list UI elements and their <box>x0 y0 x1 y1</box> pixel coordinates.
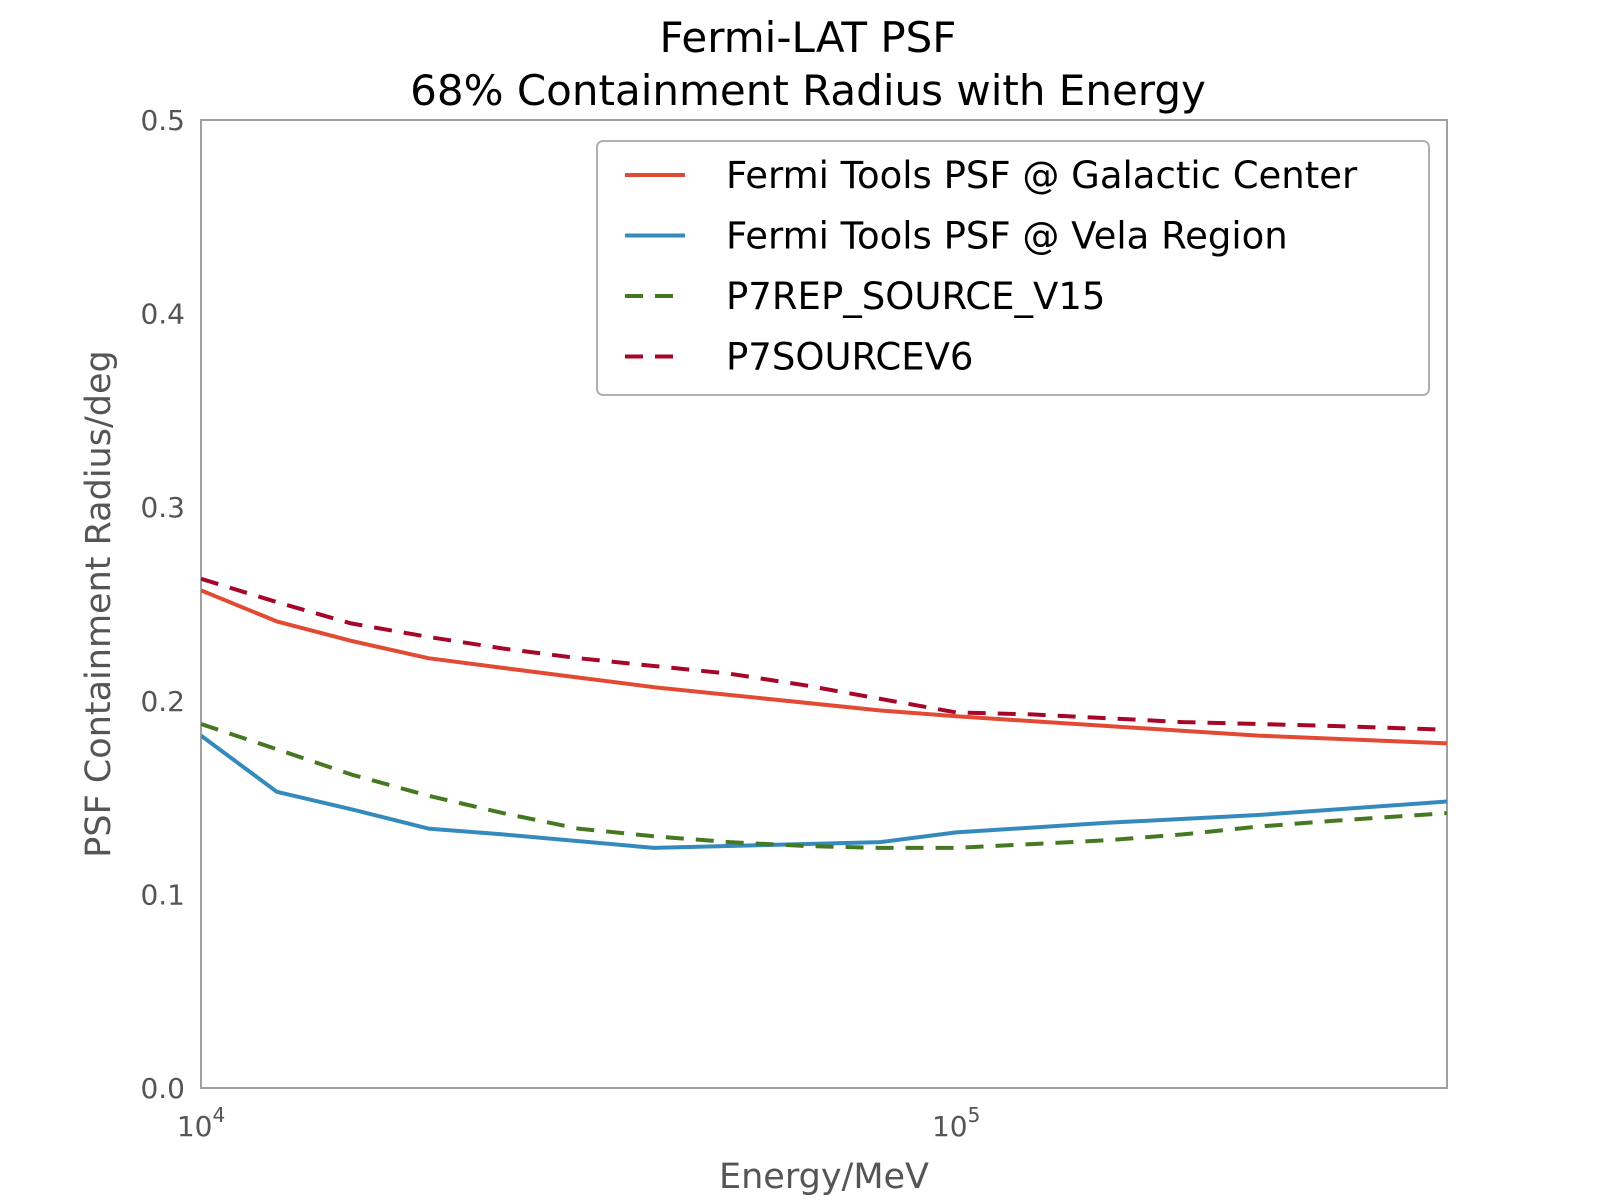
chart-title-line-1: Fermi-LAT PSF <box>660 13 957 62</box>
series-line-3 <box>201 722 1447 850</box>
series-line-2 <box>201 733 1447 850</box>
x-tick-label: 104 <box>177 1103 225 1143</box>
y-tick-label: 0.0 <box>140 1072 185 1105</box>
legend-label-3: P7REP_SOURCE_V15 <box>726 275 1105 318</box>
chart-title-line-2: 68% Containment Radius with Energy <box>410 66 1206 115</box>
x-axis-label: Energy/MeV <box>719 1157 929 1197</box>
x-tick-label: 105 <box>932 1103 980 1143</box>
legend-label-1: Fermi Tools PSF @ Galactic Center <box>726 154 1358 197</box>
y-tick-label: 0.5 <box>140 104 185 137</box>
y-axis-ticks: 0.0 0.1 0.2 0.3 0.4 0.5 <box>140 104 185 1105</box>
legend: Fermi Tools PSF @ Galactic Center Fermi T… <box>596 140 1430 396</box>
y-axis-label: PSF Containment Radius/deg <box>79 350 119 857</box>
y-tick-label: 0.4 <box>140 298 185 331</box>
x-tick-base: 10 <box>932 1110 968 1143</box>
y-tick-label: 0.3 <box>140 491 185 524</box>
legend-label-2: Fermi Tools PSF @ Vela Region <box>726 215 1288 258</box>
x-tick-exponent: 4 <box>212 1103 225 1127</box>
y-tick-label: 0.2 <box>140 685 185 718</box>
y-tick-label: 0.1 <box>140 878 185 911</box>
x-tick-base: 10 <box>177 1110 213 1143</box>
legend-frame <box>596 140 1430 396</box>
series-layer <box>201 576 1447 850</box>
legend-label-4: P7SOURCEV6 <box>726 336 973 379</box>
x-axis-ticks: 104 105 <box>177 1103 981 1143</box>
x-tick-exponent: 5 <box>968 1103 981 1127</box>
series-line-4 <box>201 576 1447 732</box>
series-line-1 <box>201 588 1447 746</box>
